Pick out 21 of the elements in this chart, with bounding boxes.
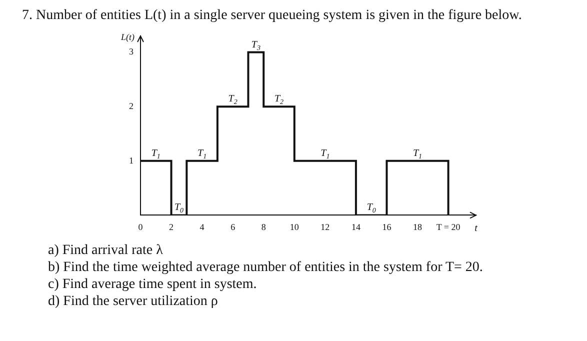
text: c) Find average time spent in system. xyxy=(48,276,258,293)
y-tick-label: 2 xyxy=(129,100,134,111)
y-tick-label: 1 xyxy=(129,155,134,166)
y-axis-title: L(t) xyxy=(120,32,135,42)
x-tick-label: 10 xyxy=(290,222,300,232)
x-tick-label: 12 xyxy=(320,222,330,232)
x-tick-label: 18 xyxy=(413,222,423,232)
x-tick-label: 8 xyxy=(261,222,266,232)
x-tick-label: 2 xyxy=(169,222,174,232)
text: d) Find the server utilization ρ xyxy=(48,293,219,310)
chart-title: 7. Number of entities L(t) in a single server queueing system is given in the figure below. xyxy=(22,8,523,24)
text: a) Find arrival rate λ xyxy=(48,242,164,259)
x-tick-label: 4 xyxy=(200,222,205,232)
x-tick-label: 14 xyxy=(351,222,361,232)
x-axis-title: t xyxy=(474,223,478,234)
x-tick-label: 0 xyxy=(138,222,144,232)
x-tick-label: T = 20 xyxy=(436,222,461,232)
text: b) Find the time weighted average number of entities in the system for T= 20. xyxy=(48,259,484,276)
y-tick-label: 3 xyxy=(129,46,134,57)
x-tick-label: 16 xyxy=(382,222,392,232)
x-tick-label: 6 xyxy=(230,222,236,232)
